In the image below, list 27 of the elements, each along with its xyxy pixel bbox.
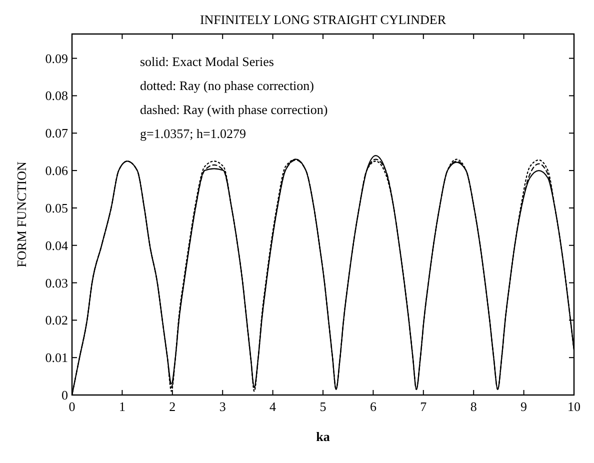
x-tick-label: 7 (420, 399, 428, 414)
annotation: dashed: Ray (with phase correction) (140, 102, 328, 117)
x-tick-label: 2 (169, 399, 176, 414)
y-tick-label: 0.09 (45, 50, 68, 66)
x-tick-label: 6 (370, 399, 377, 414)
x-tick-label: 3 (219, 399, 226, 414)
x-tick-label: 4 (270, 399, 277, 414)
annotation: g=1.0357; h=1.0279 (140, 126, 246, 141)
x-axis-title: ka (316, 429, 330, 444)
annotation: dotted: Ray (no phase correction) (140, 78, 314, 93)
x-tick-label: 8 (470, 399, 477, 414)
x-tick-label: 9 (520, 399, 528, 414)
y-tick-label: 0 (62, 388, 68, 402)
x-tick-label: 10 (568, 399, 580, 414)
x-tick-label: 5 (320, 399, 326, 414)
y-tick-label: 0.02 (45, 312, 68, 328)
y-tick-label: 0.07 (45, 126, 68, 141)
y-tick-label: 0.08 (45, 88, 68, 104)
y-tick-label: 0.06 (45, 163, 68, 178)
y-tick-label: 0.01 (45, 350, 68, 366)
y-tick-label: 0.05 (45, 200, 68, 216)
x-tick-label: 1 (118, 399, 126, 414)
chart-title: INFINITELY LONG STRAIGHT CYLINDER (200, 12, 446, 27)
annotation: solid: Exact Modal Series (140, 54, 274, 69)
y-axis-title: FORM FUNCTION (14, 160, 29, 268)
y-tick-label: 0.04 (45, 238, 68, 253)
y-tick-label: 0.03 (45, 275, 68, 290)
